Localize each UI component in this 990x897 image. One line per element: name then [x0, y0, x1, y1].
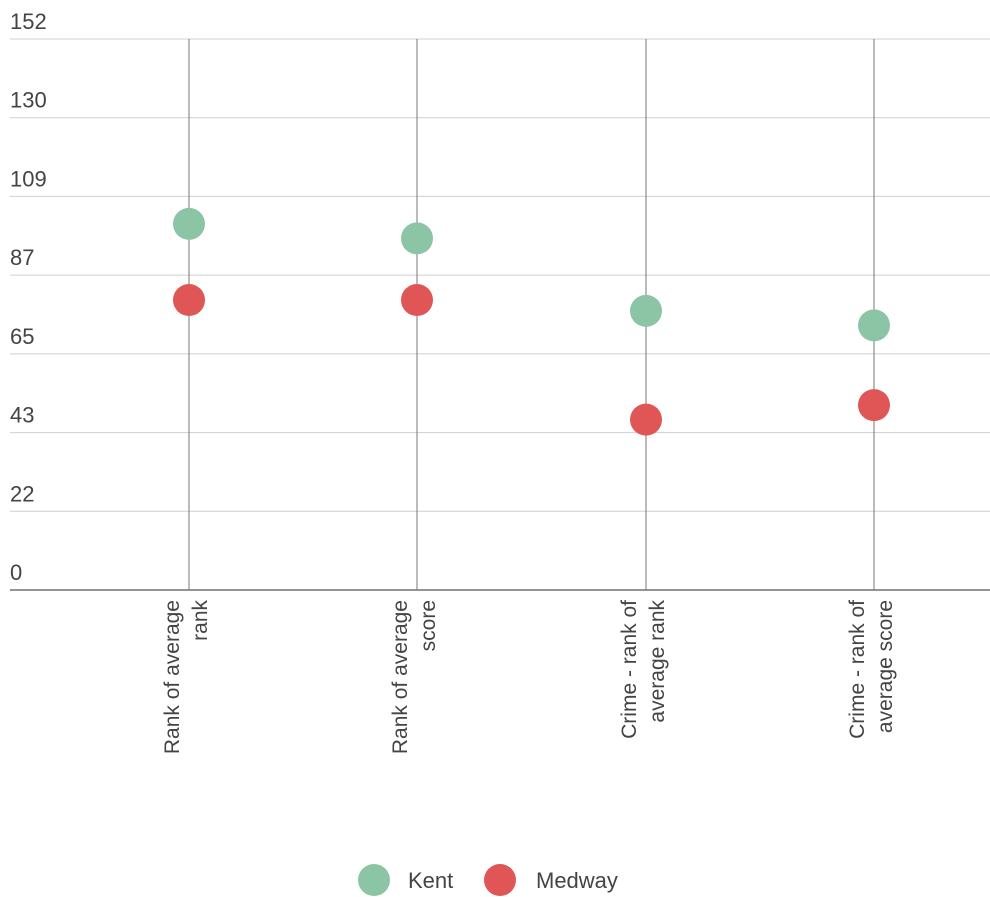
- y-tick-label: 22: [10, 481, 34, 506]
- data-point-medway: [858, 389, 890, 422]
- legend: Kent Medway: [358, 864, 618, 896]
- data-point-kent: [173, 207, 205, 240]
- y-tick-label: 0: [10, 560, 22, 585]
- y-tick-label: 152: [10, 9, 47, 34]
- legend-marker-medway: [484, 864, 516, 896]
- x-category-label: Crime - rank of average rank: [618, 600, 669, 739]
- data-point-medway: [630, 403, 662, 436]
- y-tick-label: 43: [10, 403, 34, 428]
- y-tick-label: 130: [10, 88, 47, 113]
- data-points: [173, 207, 890, 436]
- x-category-label: Rank of average score: [389, 600, 440, 754]
- gridlines: [10, 38, 990, 591]
- y-tick-label: 109: [10, 166, 47, 191]
- y-axis: 152 130 109 87 65 43 22 0: [10, 9, 47, 585]
- data-point-medway: [401, 284, 433, 316]
- data-point-kent: [401, 222, 433, 255]
- legend-label-kent: Kent: [408, 868, 453, 893]
- data-point-medway: [173, 284, 205, 316]
- data-point-kent: [630, 294, 662, 327]
- legend-marker-kent: [358, 864, 390, 896]
- y-tick-label: 87: [10, 245, 34, 270]
- x-category-label: Crime - rank of average score: [846, 600, 897, 739]
- legend-label-medway: Medway: [536, 868, 618, 893]
- y-tick-label: 65: [10, 324, 34, 349]
- x-axis: Rank of average rank Rank of average score C…: [161, 600, 897, 755]
- x-category-label: Rank of average rank: [161, 600, 212, 755]
- data-point-kent: [858, 309, 890, 342]
